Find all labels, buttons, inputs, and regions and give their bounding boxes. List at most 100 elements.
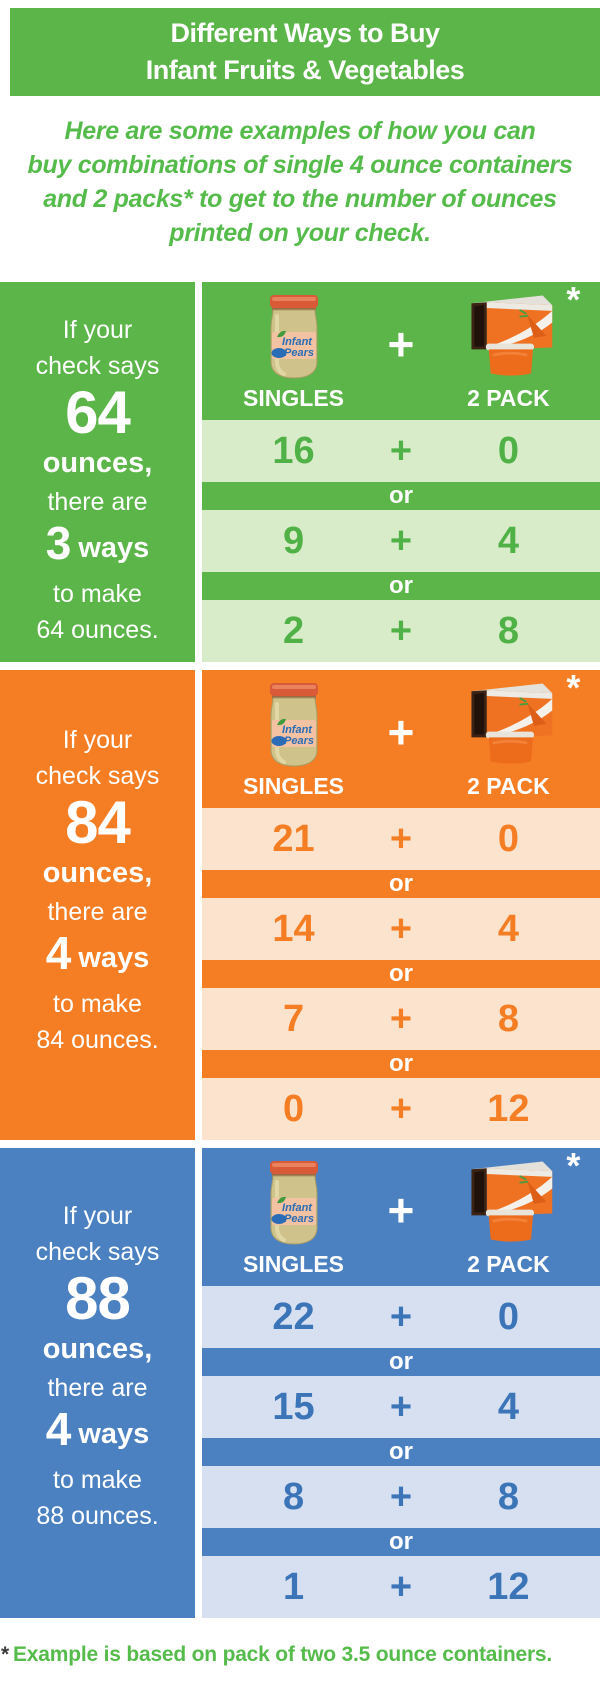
two-pack-cell: * xyxy=(417,669,600,770)
combo-row: 9 + 4 xyxy=(202,510,600,572)
sidebar-line: to make xyxy=(53,990,142,1018)
packs-count: 4 xyxy=(497,907,520,950)
plus-sign: + xyxy=(389,907,413,950)
ounces-word: ounces, xyxy=(42,1333,153,1365)
sidebar-total: 88 ounces. xyxy=(36,1502,159,1530)
asterisk-marker: * xyxy=(566,278,581,320)
plus-sign: + xyxy=(387,706,415,758)
singles-count: 1 xyxy=(282,1565,305,1608)
column-labels-row: SINGLES 2 PACK xyxy=(202,1250,600,1278)
plus-sign: + xyxy=(389,1385,413,1428)
singles-jar-icon xyxy=(202,290,385,382)
sidebar-total: 64 ounces. xyxy=(36,616,159,644)
packs-count: 8 xyxy=(497,609,520,652)
singles-count: 2 xyxy=(282,609,305,652)
singles-count: 9 xyxy=(282,519,305,562)
singles-count: 15 xyxy=(272,1385,315,1428)
singles-jar-icon xyxy=(202,678,385,770)
ways-number: 3 xyxy=(45,517,72,569)
sidebar-total: 84 ounces. xyxy=(36,1026,159,1054)
or-divider: or xyxy=(202,572,600,600)
plus-sign: + xyxy=(389,817,413,860)
or-divider: or xyxy=(202,1348,600,1376)
section-88-ounces: If your check says 88 ounces, there are … xyxy=(0,1147,600,1618)
check-ounces-number: 84 xyxy=(65,789,131,856)
panel-header: + * SINGLES 2 PACK xyxy=(202,1147,600,1286)
section-64-ounces: If your check says 64 ounces, there are … xyxy=(0,281,600,662)
or-divider: or xyxy=(202,482,600,510)
column-labels-row: SINGLES 2 PACK xyxy=(202,772,600,800)
panel-header: + * SINGLES 2 PACK xyxy=(202,281,600,420)
ounces-word: ounces, xyxy=(42,447,153,479)
plus-sign: + xyxy=(389,1565,413,1608)
combos-panel-84: + * SINGLES 2 PACK 21 + 0 or 14 + 4 or 7 xyxy=(202,669,600,1140)
panel-header: + * SINGLES 2 PACK xyxy=(202,669,600,808)
two-pack-tub-icon: * xyxy=(458,669,580,770)
packs-count: 12 xyxy=(487,1565,530,1608)
plus-sign: + xyxy=(389,997,413,1040)
packs-count: 0 xyxy=(497,1295,520,1338)
section-84-ounces: If your check says 84 ounces, there are … xyxy=(0,669,600,1140)
product-images-row: + * xyxy=(202,281,600,382)
combo-row: 14 + 4 xyxy=(202,898,600,960)
combo-row: 16 + 0 xyxy=(202,420,600,482)
title-banner: Different Ways to Buy Infant Fruits & Ve… xyxy=(10,8,600,96)
sidebar-line: check says xyxy=(35,1238,160,1266)
two-pack-label: 2 PACK xyxy=(467,384,550,411)
sidebar-line: to make xyxy=(53,1466,142,1494)
singles-count: 8 xyxy=(282,1475,305,1518)
two-pack-label: 2 PACK xyxy=(467,772,550,799)
combo-row: 0 + 12 xyxy=(202,1078,600,1140)
footnote-asterisk: * xyxy=(1,1643,9,1666)
title-line-1: Different Ways to Buy xyxy=(170,18,440,48)
packs-count: 4 xyxy=(497,519,520,562)
sidebar-line: If your xyxy=(62,316,133,344)
sidebar-line: there are xyxy=(47,488,148,516)
combo-row: 15 + 4 xyxy=(202,1376,600,1438)
or-divider: or xyxy=(202,960,600,988)
combo-row: 8 + 8 xyxy=(202,1466,600,1528)
sidebar-64-ounces: If your check says 64 ounces, there are … xyxy=(0,282,195,662)
singles-label: SINGLES xyxy=(243,772,345,799)
sidebar-88-ounces: If your check says 88 ounces, there are … xyxy=(0,1148,195,1618)
two-pack-tub-icon: * xyxy=(458,281,580,382)
ways-word: ways xyxy=(78,532,150,564)
sidebar-line: check says xyxy=(35,762,160,790)
asterisk-marker: * xyxy=(566,1144,581,1186)
intro-line-2: buy combinations of single 4 ounce conta… xyxy=(27,151,573,179)
or-divider: or xyxy=(202,1050,600,1078)
plus-sign: + xyxy=(389,429,413,472)
ways-count: 4 ways xyxy=(0,930,195,986)
singles-count: 22 xyxy=(272,1295,315,1338)
sidebar-line: to make xyxy=(53,580,142,608)
combo-row: 1 + 12 xyxy=(202,1556,600,1618)
or-divider: or xyxy=(202,1528,600,1556)
two-pack-cell: * xyxy=(417,1147,600,1248)
packs-count: 8 xyxy=(497,1475,520,1518)
sidebar-line: If your xyxy=(62,1202,133,1230)
combos-panel-64: + * SINGLES 2 PACK 16 + 0 or 9 + 4 or 2 xyxy=(202,281,600,662)
packs-count: 0 xyxy=(497,817,520,860)
sidebar-84-ounces: If your check says 84 ounces, there are … xyxy=(0,670,195,1140)
ways-count: 3 ways xyxy=(0,520,195,576)
plus-sign: + xyxy=(389,1295,413,1338)
two-pack-cell: * xyxy=(417,281,600,382)
sidebar-line: check says xyxy=(35,352,160,380)
intro-text: Here are some examples of how you can bu… xyxy=(0,114,600,250)
singles-label: SINGLES xyxy=(243,384,345,411)
footnote-text: Example is based on pack of two 3.5 ounc… xyxy=(12,1643,553,1666)
combo-row: 2 + 8 xyxy=(202,600,600,662)
combo-row: 21 + 0 xyxy=(202,808,600,870)
or-divider: or xyxy=(202,1438,600,1466)
plus-sign: + xyxy=(389,1475,413,1518)
intro-line-3: and 2 packs* to get to the number of oun… xyxy=(43,185,557,213)
column-labels-row: SINGLES 2 PACK xyxy=(202,384,600,412)
ounces-word: ounces, xyxy=(42,857,153,889)
combos-panel-88: + * SINGLES 2 PACK 22 + 0 or 15 + 4 or 8 xyxy=(202,1147,600,1618)
singles-label: SINGLES xyxy=(243,1250,345,1277)
intro-line-4: printed on your check. xyxy=(169,219,431,247)
ways-count: 4 ways xyxy=(0,1406,195,1462)
or-divider: or xyxy=(202,870,600,898)
packs-count: 8 xyxy=(497,997,520,1040)
product-images-row: + * xyxy=(202,669,600,770)
